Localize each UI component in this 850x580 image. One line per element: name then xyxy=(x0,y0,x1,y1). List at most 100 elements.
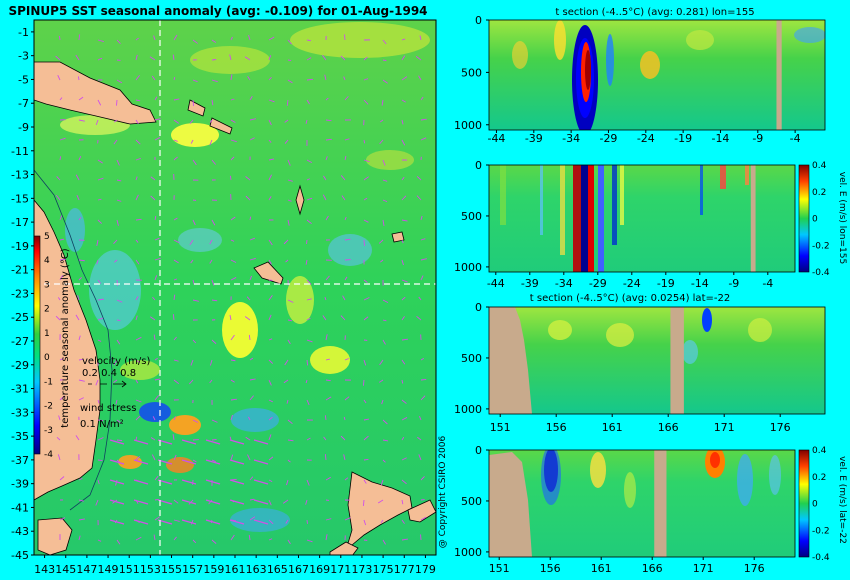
panel2-x-tick-label: -4 xyxy=(762,277,773,290)
velocity-arrow xyxy=(323,175,327,181)
velocity-arrow xyxy=(209,139,213,146)
velocity-arrow xyxy=(114,119,118,123)
map-x-tick-label: 177 xyxy=(394,563,415,576)
velocity-arrow xyxy=(245,195,251,201)
velocity-arrow xyxy=(230,239,235,242)
velocity-arrow xyxy=(56,437,61,441)
velocity-arrow xyxy=(230,398,237,401)
velocity-arrow xyxy=(282,499,289,504)
velocity-arrow xyxy=(97,298,104,301)
velocity-arrow xyxy=(247,454,251,461)
velocity-arrow xyxy=(154,118,161,121)
velocity-arrow xyxy=(153,334,156,341)
panel2-colorbar-tick: 0 xyxy=(812,215,818,225)
map-x-tick-label: 175 xyxy=(373,563,394,576)
velocity-arrow xyxy=(420,215,423,221)
velocity-arrow xyxy=(181,519,197,525)
velocity-arrow xyxy=(192,419,199,423)
velocity-arrow xyxy=(58,415,61,421)
panel4-x-tick-label: 176 xyxy=(744,562,765,575)
velocity-arrow xyxy=(325,97,329,101)
velocity-arrow xyxy=(172,314,175,321)
velocity-arrow xyxy=(324,454,327,461)
panel1-land xyxy=(776,20,782,130)
velocity-arrow xyxy=(340,175,346,181)
velocity-arrow xyxy=(401,176,405,181)
velocity-arrow xyxy=(344,96,349,101)
map-y-tick-label: -25 xyxy=(11,311,29,324)
panel4-land xyxy=(654,450,667,557)
velocity-arrow xyxy=(59,395,65,401)
panel2-features xyxy=(500,165,749,272)
velocity-arrow xyxy=(419,415,422,421)
velocity-arrow xyxy=(286,399,289,404)
velocity-arrow xyxy=(268,479,273,483)
land-solomon-1 xyxy=(187,99,206,117)
velocity-arrow xyxy=(344,216,347,221)
panel4-x-tick-label: 151 xyxy=(489,562,510,575)
velocity-arrow xyxy=(418,75,422,81)
panel1-x-tick-label: -4 xyxy=(790,132,801,145)
velocity-arrow xyxy=(284,359,289,366)
velocity-arrow xyxy=(287,179,293,182)
velocity-arrow xyxy=(230,139,237,143)
colorbar-temp-ticks: 5 4 3 2 1 0 -1 -2 -3 -4 xyxy=(44,232,53,460)
velocity-arrow xyxy=(135,239,139,243)
velocity-key-arrows xyxy=(88,380,127,388)
velocity-arrow xyxy=(116,419,122,425)
velocity-arrow xyxy=(97,399,100,404)
velocity-arrow xyxy=(401,538,408,541)
velocity-arrow xyxy=(205,519,221,525)
panel3-y-tick-label: 1000 xyxy=(454,403,482,416)
map-y-tick-label: -13 xyxy=(11,169,29,182)
velocity-arrow xyxy=(150,437,156,441)
velocity-arrow xyxy=(172,54,175,61)
velocity-arrow xyxy=(382,459,386,463)
panel4-x-tick-label: 171 xyxy=(693,562,714,575)
velocity-arrow xyxy=(173,76,176,81)
temperature-colorbar: 5 4 3 2 1 0 -1 -2 -3 -4 temperature seasonal anom… xyxy=(33,232,71,460)
velocity-arrow xyxy=(173,336,177,341)
velocity-arrow xyxy=(325,379,331,382)
velocity-arrow xyxy=(230,98,235,101)
velocity-arrow xyxy=(363,78,369,81)
velocity-arrow xyxy=(116,99,118,106)
map-y-tick-label: -17 xyxy=(11,216,29,229)
velocity-arrow xyxy=(340,315,346,321)
velocity-arrow xyxy=(135,259,140,265)
panel2-x-tick-label: -19 xyxy=(657,277,675,290)
velocity-arrow xyxy=(416,315,422,321)
panel1-features xyxy=(512,20,825,130)
velocity-arrow xyxy=(363,399,367,404)
velocity-arrow xyxy=(253,499,269,505)
panel4-y-ticks: 0 500 1000 xyxy=(454,444,489,559)
map-x-tick-label: 161 xyxy=(225,563,246,576)
velocity-arrow xyxy=(420,137,427,141)
velocity-vectors xyxy=(55,34,427,545)
colorbar-temp-tick: 1 xyxy=(44,329,50,339)
velocity-arrow xyxy=(401,316,405,321)
velocity-arrow xyxy=(173,34,178,41)
velocity-arrow xyxy=(97,419,104,421)
velocity-arrow xyxy=(97,339,102,342)
velocity-arrow xyxy=(379,139,384,145)
velocity-arrow xyxy=(211,219,216,226)
wind-stress-scale: 0.1 N/m² xyxy=(80,419,124,430)
map-x-tick-label: 145 xyxy=(55,563,76,576)
velocity-arrow xyxy=(135,415,141,421)
panel2-x-ticks: -44 -39 -34 -29 -24 -19 -14 -9 -4 xyxy=(487,272,773,290)
map-x-tick-label: 159 xyxy=(203,563,224,576)
velocity-arrow xyxy=(78,477,83,481)
panel4-land-shelf xyxy=(489,452,532,557)
velocity-arrow xyxy=(211,339,217,345)
velocity-arrow xyxy=(229,499,245,505)
velocity-arrow xyxy=(305,379,308,384)
panel4-colorbar-tick: 0.4 xyxy=(812,446,827,456)
section-temp-lon155: t section (-4..5°C) (avg: 0.281) lon=155… xyxy=(454,7,826,145)
velocity-arrow xyxy=(306,99,310,105)
velocity-arrow xyxy=(154,516,161,521)
velocity-arrow xyxy=(205,439,221,445)
velocity-arrow xyxy=(78,277,82,281)
velocity-arrow xyxy=(286,479,289,486)
map-y-tick-label: -27 xyxy=(11,335,29,348)
